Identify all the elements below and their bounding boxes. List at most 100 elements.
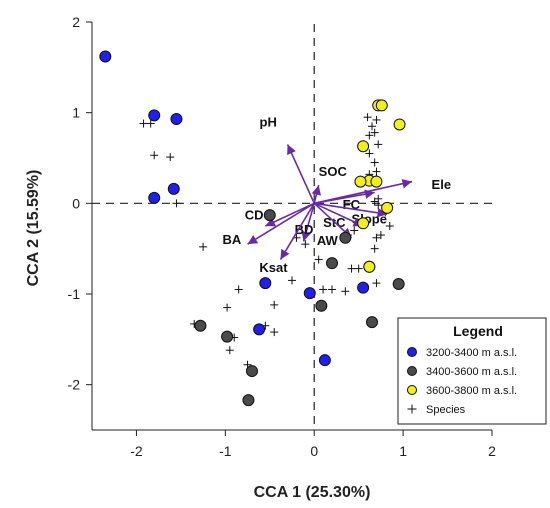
species-point xyxy=(234,285,243,294)
environmental-vectors: pHSOCEleFCSlopeStCAWBDCDBAKsat xyxy=(223,114,452,275)
site-point-3600-3800 xyxy=(354,175,367,188)
site-point-3200-3400 xyxy=(253,323,266,336)
site-point-3400-3600 xyxy=(392,278,405,291)
species-point xyxy=(374,140,383,149)
vector-arrow-ph xyxy=(286,144,315,204)
vector-arrow-soc xyxy=(311,185,322,204)
species-point xyxy=(146,119,155,128)
vector-label-ph: pH xyxy=(260,114,277,129)
legend-marker xyxy=(407,347,417,357)
site-point-3400-3600 xyxy=(326,257,338,270)
species-point xyxy=(328,285,336,294)
species-point xyxy=(223,303,232,312)
legend-box xyxy=(397,317,547,425)
species-point xyxy=(139,119,148,128)
species-point xyxy=(270,300,279,309)
axes: -2 -1 0 1 2 2 1 0 -1 -2 xyxy=(68,14,497,459)
vector-arrow-fc xyxy=(314,189,375,205)
legend-marker xyxy=(407,385,417,395)
species-point xyxy=(365,131,374,140)
vector-label-aw: AW xyxy=(317,233,339,248)
site-point-3200-3400 xyxy=(99,50,112,63)
species-point xyxy=(354,264,363,273)
vector-label-soc: SOC xyxy=(319,164,348,179)
legend-entry: 3400-3600 m a.s.l. xyxy=(426,366,517,378)
vector-label-cd: CD xyxy=(245,208,264,223)
site-point-3400-3600 xyxy=(246,365,258,378)
vector-arrow-cd xyxy=(264,202,315,227)
species-point xyxy=(350,226,359,235)
species-point xyxy=(374,201,383,210)
species-point xyxy=(385,222,394,230)
zero-lines xyxy=(92,24,492,430)
vector-label-ba: BA xyxy=(223,232,242,247)
legend-entry: 3200-3400 m a.s.l. xyxy=(426,347,517,359)
vector-arrow-ksat xyxy=(279,202,315,260)
species-point xyxy=(370,244,379,253)
species-point xyxy=(370,128,379,137)
species-point xyxy=(347,264,356,273)
y-tick-label: -2 xyxy=(68,377,81,393)
legend-marker xyxy=(407,404,417,414)
x-tick-label: 2 xyxy=(488,443,496,459)
vector-label-ele: Ele xyxy=(432,177,452,192)
legend: Legend 3200-3400 m a.s.l. 3400-3600 m a.s.… xyxy=(397,317,547,425)
species-point xyxy=(370,197,379,206)
vector-arrow-bd xyxy=(301,203,315,242)
vector-label-slope: Slope xyxy=(352,211,387,226)
species-points xyxy=(139,113,394,374)
site-point-3400-3600 xyxy=(242,394,255,407)
y-axis-title: CCA 2 (15.59%) xyxy=(25,170,42,287)
species-point xyxy=(270,328,279,337)
x-tick-label: 1 xyxy=(399,443,407,459)
site-point-3600-3800 xyxy=(357,140,370,153)
species-point xyxy=(372,279,381,288)
species-point xyxy=(150,151,159,160)
species-point xyxy=(319,285,328,294)
site-point-3400-3600 xyxy=(263,209,276,222)
site-point-3200-3400 xyxy=(303,287,316,300)
site-point-3200-3400 xyxy=(259,277,272,290)
species-point xyxy=(376,231,385,240)
legend-title: Legend xyxy=(453,323,503,339)
y-tick-label: 2 xyxy=(72,14,80,30)
site-point-3200-3400 xyxy=(148,191,161,204)
site-point-3200-3400 xyxy=(170,113,183,126)
site-point-3400-3600 xyxy=(221,330,234,343)
x-axis-title: CCA 1 (25.30%) xyxy=(254,484,371,501)
y-tick-label: -1 xyxy=(68,286,81,302)
vector-label-ksat: Ksat xyxy=(259,260,288,275)
vector-arrow-slope xyxy=(314,202,388,218)
site-point-3200-3400 xyxy=(148,109,161,122)
vector-arrow-ba xyxy=(247,202,315,245)
species-point xyxy=(225,346,234,355)
site-point-3600-3800 xyxy=(393,118,406,131)
species-point xyxy=(314,255,323,264)
legend-entry: Species xyxy=(426,404,466,416)
species-point xyxy=(288,276,296,285)
species-point xyxy=(199,242,208,251)
vector-arrow-stc xyxy=(313,202,364,227)
species-point xyxy=(172,199,181,208)
site-point-3200-3400 xyxy=(167,182,180,195)
species-point xyxy=(363,113,372,122)
site-point-3200-3400 xyxy=(357,281,370,294)
y-tick-label: 0 xyxy=(72,195,80,211)
species-point xyxy=(370,158,379,167)
species-point xyxy=(301,240,310,249)
vector-label-bd: BD xyxy=(295,222,314,237)
legend-marker xyxy=(407,366,417,376)
x-tick-label: -1 xyxy=(219,443,232,459)
site-point-3600-3800 xyxy=(375,99,388,112)
y-tick-label: 1 xyxy=(72,105,80,121)
site-point-3600-3800 xyxy=(381,201,394,214)
site-point-3600-3800 xyxy=(370,175,383,188)
species-point xyxy=(166,153,175,162)
legend-entry: 3600-3800 m a.s.l. xyxy=(426,385,517,397)
site-points xyxy=(99,50,406,407)
species-point xyxy=(365,149,374,158)
site-point-3400-3600 xyxy=(194,319,207,332)
species-point xyxy=(368,122,376,131)
site-point-3400-3600 xyxy=(366,316,378,329)
